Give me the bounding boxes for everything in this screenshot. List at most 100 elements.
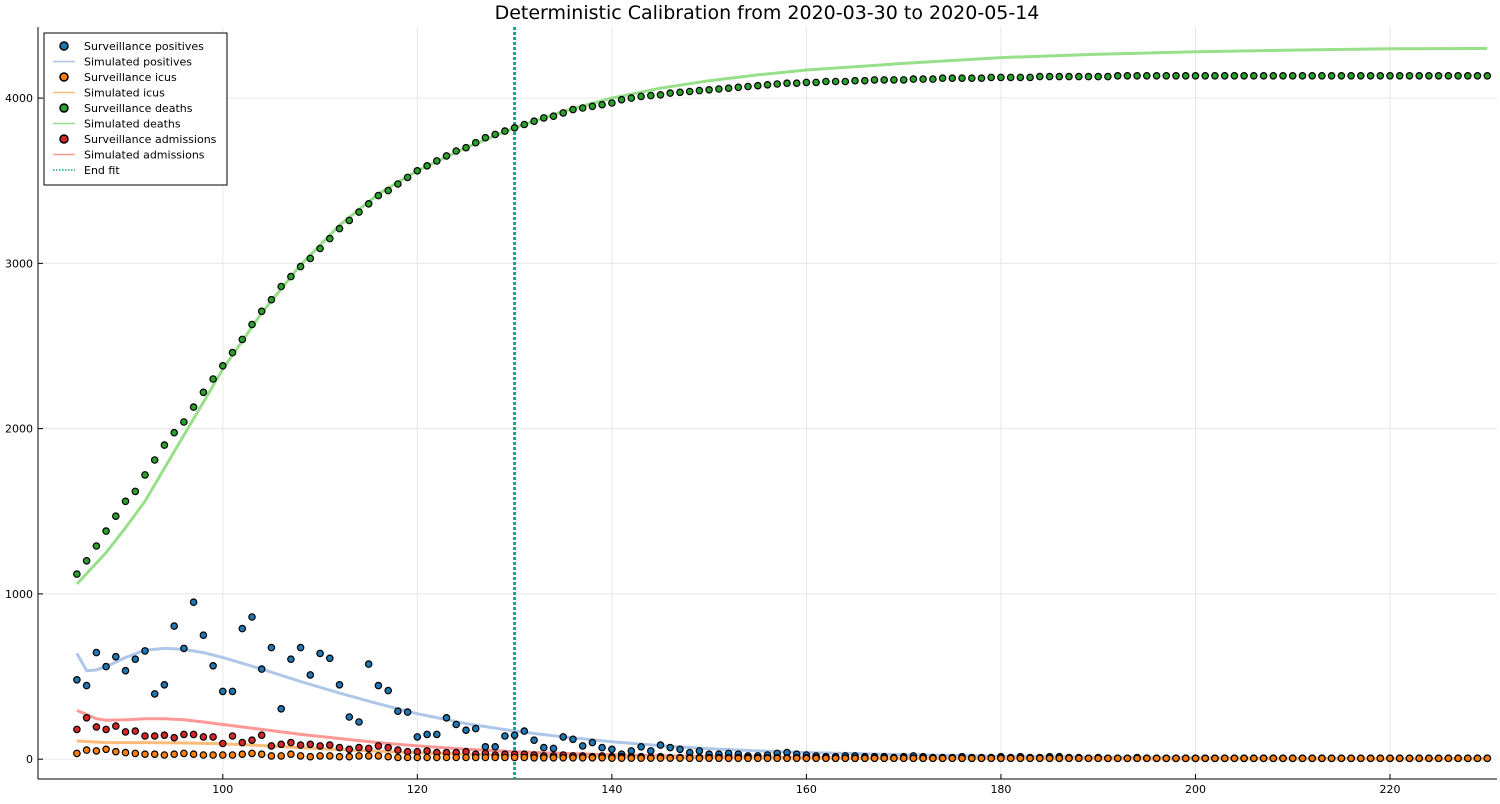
surveillance-icus-point — [287, 750, 295, 759]
surveillance-icus-point — [569, 753, 577, 762]
surveillance-deaths-point — [1006, 73, 1015, 82]
surveillance-deaths-point — [1065, 72, 1073, 81]
surveillance-icus-point — [1386, 754, 1394, 763]
surveillance-deaths-point — [1327, 72, 1336, 80]
surveillance-positives-point — [695, 747, 704, 755]
surveillance-admissions-point — [374, 742, 383, 750]
surveillance-deaths-point — [1162, 72, 1171, 80]
surveillance-icus-point — [150, 750, 159, 759]
surveillance-deaths-point — [656, 91, 665, 99]
surveillance-deaths-point — [199, 388, 208, 397]
surveillance-deaths-point — [384, 186, 393, 195]
legend-item-end-fit: End fit — [53, 164, 120, 177]
surveillance-deaths-point — [238, 335, 247, 344]
surveillance-deaths-point — [617, 95, 626, 104]
surveillance-icus-point — [1279, 754, 1287, 763]
surveillance-icus-point — [919, 754, 927, 763]
surveillance-icus-point — [1473, 754, 1482, 763]
surveillance-deaths-point — [432, 157, 441, 165]
surveillance-icus-point — [277, 752, 286, 760]
surveillance-icus-point — [1133, 754, 1141, 763]
simulated-lines-layer — [75, 47, 1488, 761]
x-tick-label: 120 — [407, 783, 428, 796]
surveillance-deaths-point — [705, 86, 713, 94]
surveillance-admissions-point — [121, 728, 130, 736]
surveillance-positives-point — [150, 690, 159, 698]
surveillance-deaths-point — [715, 85, 723, 93]
surveillance-positives-point — [588, 738, 597, 747]
surveillance-positives-point — [160, 680, 169, 689]
surveillance-deaths-point — [131, 487, 140, 496]
surveillance-icus-point — [199, 751, 208, 759]
surveillance-deaths-point — [1357, 72, 1365, 80]
surveillance-deaths-point — [1133, 72, 1141, 80]
surveillance-icus-point — [1405, 754, 1414, 763]
surveillance-deaths-point — [287, 272, 295, 281]
surveillance-icus-point — [296, 752, 305, 760]
surveillance-deaths-point — [812, 78, 820, 87]
surveillance-deaths-point — [1230, 72, 1239, 80]
surveillance-deaths-point — [160, 441, 169, 449]
surveillance-deaths-point — [219, 361, 227, 370]
surveillance-positives-point — [257, 665, 266, 673]
surveillance-deaths-point — [841, 77, 850, 86]
surveillance-admissions-point — [102, 725, 110, 734]
surveillance-deaths-point — [899, 76, 908, 84]
legend-item-surveillance-icus: Surveillance icus — [59, 71, 177, 84]
surveillance-icus-point — [1094, 754, 1103, 763]
surveillance-admissions-point — [150, 732, 159, 740]
surveillance-icus-point — [530, 753, 538, 762]
surveillance-positives-point — [267, 643, 276, 652]
surveillance-deaths-point — [510, 124, 519, 132]
surveillance-deaths-point — [1366, 72, 1375, 80]
surveillance-positives-point — [374, 681, 383, 690]
surveillance-deaths-point — [345, 216, 354, 225]
surveillance-deaths-point — [880, 76, 889, 84]
y-tick-label: 0 — [26, 753, 33, 766]
surveillance-deaths-point — [335, 224, 344, 233]
surveillance-deaths-point — [491, 130, 500, 139]
surveillance-icus-point — [724, 754, 733, 763]
legend-label: Simulated admissions — [84, 149, 205, 162]
surveillance-deaths-point — [919, 75, 927, 83]
surveillance-icus-point — [1434, 754, 1443, 763]
surveillance-deaths-point — [559, 109, 568, 117]
surveillance-icus-point — [481, 753, 490, 762]
surveillance-positives-point — [335, 680, 344, 689]
surveillance-icus-point — [141, 750, 149, 759]
surveillance-icus-point — [442, 753, 451, 762]
surveillance-deaths-point — [1250, 72, 1258, 80]
surveillance-deaths-point — [783, 79, 791, 88]
surveillance-deaths-point — [1425, 72, 1433, 80]
surveillance-deaths-point — [627, 94, 636, 102]
surveillance-deaths-point — [1094, 72, 1103, 81]
surveillance-admissions-point — [257, 731, 266, 740]
surveillance-positives-point — [549, 744, 558, 753]
surveillance-icus-point — [880, 754, 889, 763]
legend-item-surveillance-admissions: Surveillance admissions — [59, 133, 217, 146]
surveillance-deaths-point — [792, 79, 801, 88]
axes-layer: 100 120 140 160 180 200 220 0 1000 2000 3000 4000 — [5, 27, 1497, 796]
surveillance-deaths-point — [1143, 72, 1151, 80]
surveillance-deaths-point — [860, 76, 869, 85]
surveillance-icus-point — [102, 745, 110, 754]
surveillance-positives-point — [92, 648, 101, 657]
surveillance-icus-point — [948, 754, 957, 763]
surveillance-icus-point — [715, 754, 723, 763]
surveillance-icus-point — [831, 754, 840, 763]
surveillance-icus-point — [131, 749, 140, 758]
surveillance-admissions-point — [238, 738, 247, 747]
surveillance-deaths-point — [1395, 72, 1404, 80]
surveillance-deaths-point — [296, 262, 305, 271]
surveillance-deaths-point — [1152, 72, 1161, 80]
surveillance-deaths-point — [73, 570, 81, 578]
x-tick-label: 200 — [1185, 783, 1206, 796]
surveillance-positives-point — [306, 671, 315, 679]
surveillance-positives-point — [569, 735, 577, 744]
surveillance-deaths-point — [1318, 72, 1326, 80]
legend: Surveillance positives Simulated positive… — [43, 32, 228, 186]
surveillance-positives-point — [656, 741, 665, 749]
surveillance-admissions-point — [112, 722, 120, 730]
surveillance-icus-point — [219, 751, 227, 759]
